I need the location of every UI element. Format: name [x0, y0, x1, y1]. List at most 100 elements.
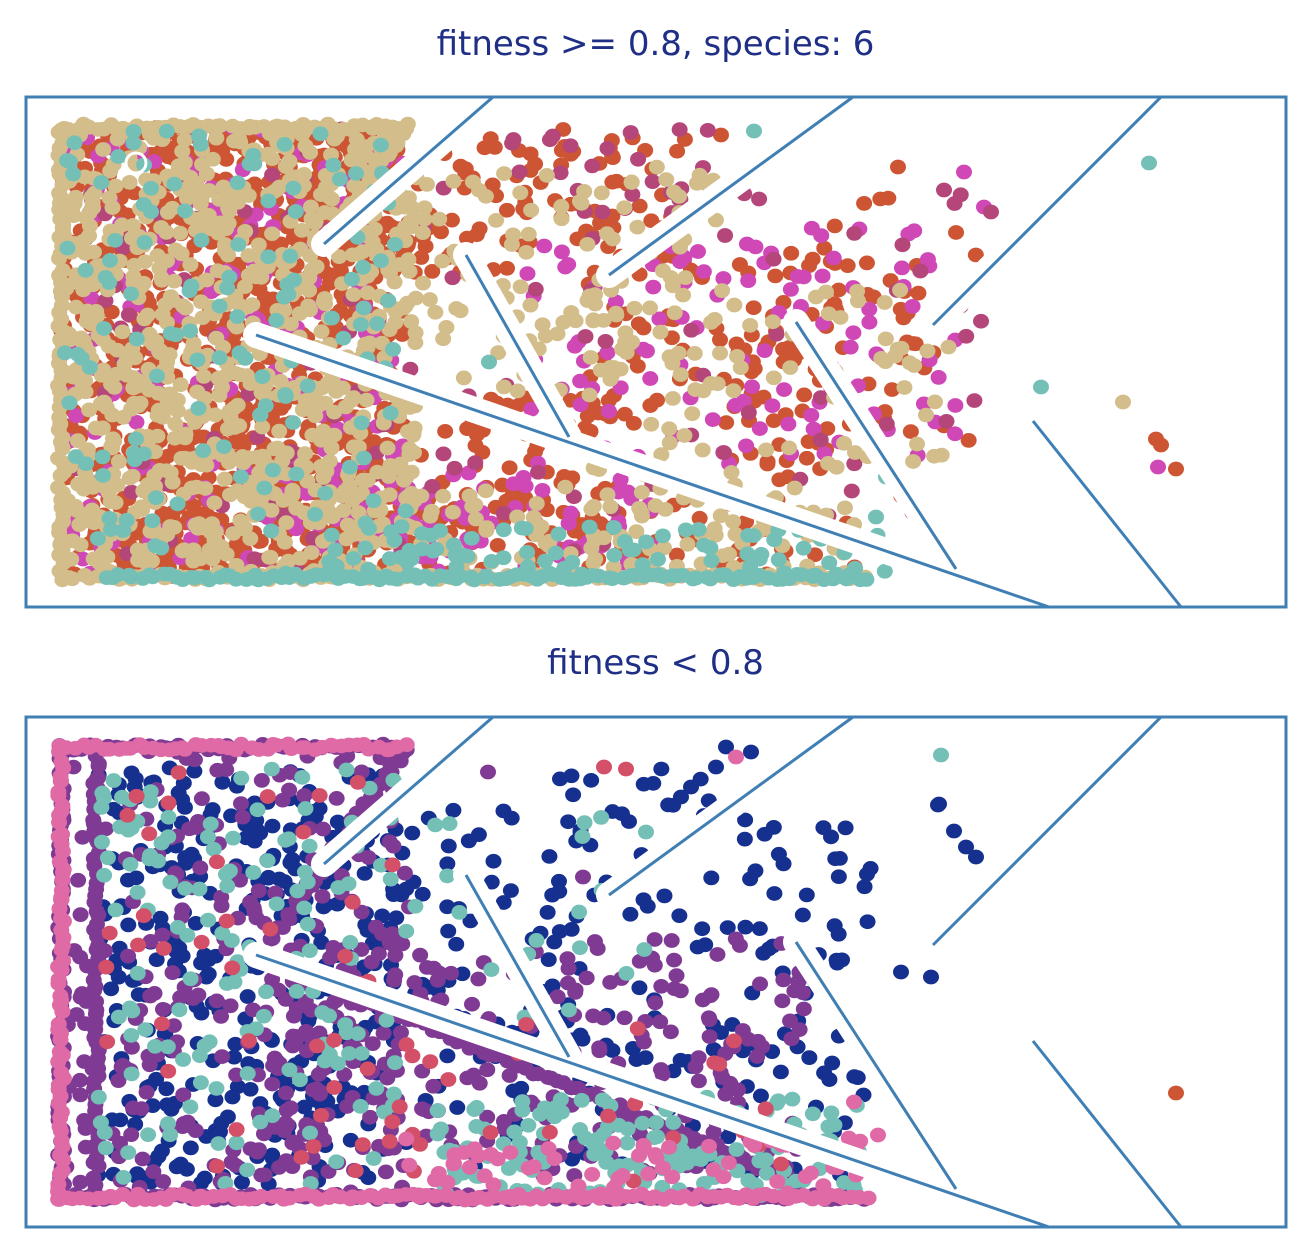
data-point	[631, 500, 648, 516]
data-point	[751, 421, 768, 436]
data-point	[120, 307, 137, 323]
data-point	[603, 368, 620, 383]
data-point	[69, 503, 86, 519]
data-point	[858, 255, 875, 271]
data-point	[553, 211, 570, 227]
data-point	[468, 227, 485, 243]
data-point	[625, 415, 642, 431]
data-point	[193, 791, 210, 807]
data-point	[973, 313, 990, 329]
data-point	[123, 1127, 140, 1143]
data-point	[127, 771, 144, 787]
data-point	[128, 331, 145, 347]
data-point	[686, 346, 703, 361]
data-point	[260, 146, 277, 162]
data-point	[713, 127, 729, 143]
data-point	[282, 248, 299, 264]
data-point	[642, 371, 659, 386]
data-point	[162, 387, 179, 402]
data-point	[92, 396, 109, 412]
data-point	[445, 173, 462, 189]
data-point	[826, 918, 843, 934]
data-point	[281, 782, 298, 798]
data-point	[505, 1083, 522, 1099]
data-point	[381, 834, 398, 850]
data-point	[270, 982, 287, 998]
data-point	[626, 300, 643, 316]
data-point	[313, 380, 330, 396]
data-point	[454, 966, 471, 982]
data-point	[163, 1101, 180, 1117]
data-point	[695, 537, 712, 553]
data-point	[752, 976, 769, 992]
data-point	[765, 370, 782, 386]
data-point	[183, 278, 200, 294]
data-point	[956, 164, 972, 180]
data-point	[798, 887, 815, 903]
data-point	[479, 1109, 496, 1125]
data-point	[323, 440, 340, 456]
data-point	[150, 1149, 167, 1164]
data-point	[52, 468, 69, 483]
data-point	[162, 326, 179, 341]
data-point	[383, 524, 400, 539]
data-point	[515, 469, 532, 485]
data-point	[775, 972, 792, 988]
data-point	[703, 870, 720, 886]
data-point	[620, 814, 637, 829]
data-point	[250, 883, 267, 899]
data-point	[717, 1086, 734, 1102]
data-point	[565, 787, 582, 803]
data-point	[336, 1067, 353, 1082]
data-point	[947, 398, 964, 413]
data-point	[739, 546, 756, 562]
data-point	[264, 818, 281, 834]
data-point	[213, 898, 230, 914]
data-point	[344, 247, 361, 263]
data-point	[448, 936, 465, 952]
data-point	[339, 517, 356, 533]
data-point	[889, 341, 906, 357]
data-point	[74, 986, 91, 1001]
data-point	[321, 190, 338, 205]
data-point	[624, 187, 641, 202]
data-point	[643, 416, 660, 432]
data-point	[637, 1050, 654, 1065]
data-point	[314, 888, 331, 904]
data-point	[780, 416, 797, 432]
data-point	[154, 927, 171, 943]
data-point	[97, 270, 114, 285]
data-point	[512, 279, 529, 295]
data-point	[907, 336, 924, 352]
data-point	[577, 329, 594, 344]
data-point	[495, 1113, 512, 1129]
data-point	[581, 387, 598, 403]
data-point	[95, 468, 112, 483]
data-point	[401, 264, 418, 279]
data-point	[130, 552, 147, 568]
data-point	[538, 167, 555, 183]
data-point	[653, 761, 670, 777]
data-point	[958, 839, 974, 855]
data-point	[751, 191, 768, 207]
data-point	[219, 280, 236, 296]
data-point	[447, 547, 464, 563]
data-point	[828, 459, 845, 475]
data-point	[884, 382, 901, 397]
data-point	[519, 266, 536, 281]
data-point	[691, 167, 708, 183]
data-point	[825, 250, 842, 266]
data-point	[313, 458, 330, 474]
data-point	[439, 1048, 456, 1064]
data-point	[115, 409, 132, 425]
data-point	[652, 324, 669, 340]
data-point	[878, 416, 895, 432]
data-point	[1141, 155, 1157, 171]
data-point	[460, 833, 477, 849]
data-point	[93, 175, 110, 190]
data-point	[695, 264, 712, 279]
data-point	[313, 935, 330, 950]
data-point	[707, 212, 724, 228]
data-point	[382, 405, 399, 421]
data-point	[425, 1078, 442, 1094]
